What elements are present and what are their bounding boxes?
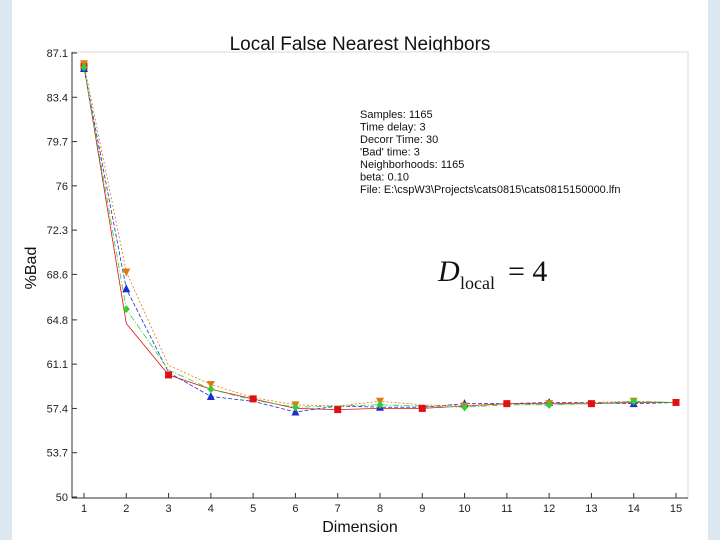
data-point [630,397,638,406]
y-tick-label: 64.8 [47,315,68,327]
info-line: Decorr Time: 30 [360,134,438,146]
chart-title: Local False Nearest Neighbors [230,34,491,55]
data-point [206,391,215,400]
data-point [503,400,511,408]
plot-area [71,51,689,499]
y-tick-label: 68.6 [47,269,68,281]
y-tick-label: 53.7 [47,448,68,460]
x-tick-label: 9 [419,503,425,515]
formula-main: D [437,255,460,288]
formula-rhs: = 4 [508,255,547,288]
x-tick-label: 2 [123,503,129,515]
x-tick-label: 5 [250,503,256,515]
data-point [461,403,469,412]
info-line: Samples: 1165 [360,109,433,121]
y-tick-label: 79.7 [47,137,68,149]
slide-frame: Local False Nearest Neighbors 87.1 83.4 79… [12,0,708,540]
data-point [249,395,257,403]
x-tick-labels: 1 2 3 4 5 6 7 8 9 10 11 12 13 14 15 [81,493,682,515]
y-tick-label: 61.1 [47,359,68,371]
y-tick-label: 50 [56,492,68,504]
x-tick-label: 3 [166,503,172,515]
data-point [334,406,342,414]
dlocal-formula: D local = 4 [437,255,547,293]
info-line: beta: 0.10 [360,172,409,184]
series-line [83,67,677,408]
data-point [122,305,130,314]
y-tick-label: 76 [56,181,68,193]
data-point [291,403,299,412]
x-tick-label: 6 [292,503,298,515]
info-line: 'Bad' time: 3 [360,147,420,159]
y-tick-label: 72.3 [47,225,68,237]
data-point [165,371,173,379]
data-point [122,284,131,293]
x-tick-label: 11 [501,503,512,515]
y-tick-label: 57.4 [47,403,68,415]
y-tick-labels: 87.1 83.4 79.7 76 72.3 68.6 64.8 61.1 57.4 53.7 50 [47,48,77,504]
data-point [206,381,215,390]
y-axis-title: %Bad [23,247,40,290]
x-axis-title: Dimension [322,519,398,536]
series-layer [80,60,680,416]
data-point [672,398,680,406]
data-point [122,268,131,277]
x-tick-label: 13 [585,503,597,515]
lfnn-chart: Local False Nearest Neighbors 87.183.479… [23,34,689,536]
data-point [545,400,553,409]
data-point [291,407,300,416]
x-tick-label: 14 [628,503,640,515]
x-tick-label: 1 [81,503,87,515]
info-line: Neighborhoods: 1165 [360,159,464,171]
data-point [376,400,384,409]
x-tick-label: 15 [670,503,682,515]
x-tick-label: 12 [543,503,555,515]
y-tick-label: 87.1 [47,48,68,60]
data-point [207,385,215,394]
data-point [80,63,88,72]
x-tick-label: 7 [335,503,341,515]
y-tick-label: 83.4 [47,92,68,104]
info-line: File: E:\cspW3\Projects\cats0815\cats081… [360,184,620,196]
formula-subscript: local [460,273,495,293]
data-point [418,404,426,412]
data-point [587,400,595,408]
x-tick-label: 4 [208,503,214,515]
x-tick-label: 8 [377,503,383,515]
x-tick-label: 10 [458,503,470,515]
info-line: Time delay: 3 [360,122,426,134]
